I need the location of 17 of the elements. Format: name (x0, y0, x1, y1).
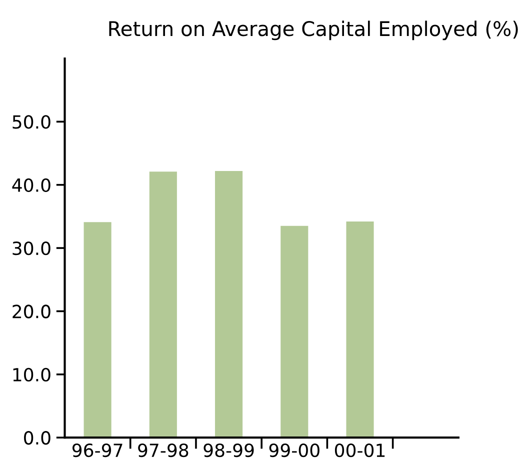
y-tick-label: 30.0 (12, 242, 50, 256)
bar (84, 222, 112, 438)
x-tick-label: 97-98 (138, 443, 188, 458)
bar (280, 226, 308, 438)
chart-title: Return on Average Capital Employed (%) (109, 20, 518, 40)
y-tick-label: 50.0 (12, 115, 50, 129)
x-tick-label: 00-01 (334, 443, 385, 458)
y-tick-label: 0.0 (24, 431, 50, 445)
y-tick-label: 20.0 (12, 304, 50, 318)
bar (346, 222, 374, 438)
y-tick-label: 10.0 (13, 368, 50, 382)
x-tick-label: 98-99 (204, 443, 254, 458)
bar (149, 172, 177, 438)
y-tick-label: 40.0 (12, 178, 50, 192)
x-tick-label: 99-00 (269, 443, 320, 458)
x-tick-label: 96-97 (72, 443, 122, 458)
bar (215, 170, 243, 438)
